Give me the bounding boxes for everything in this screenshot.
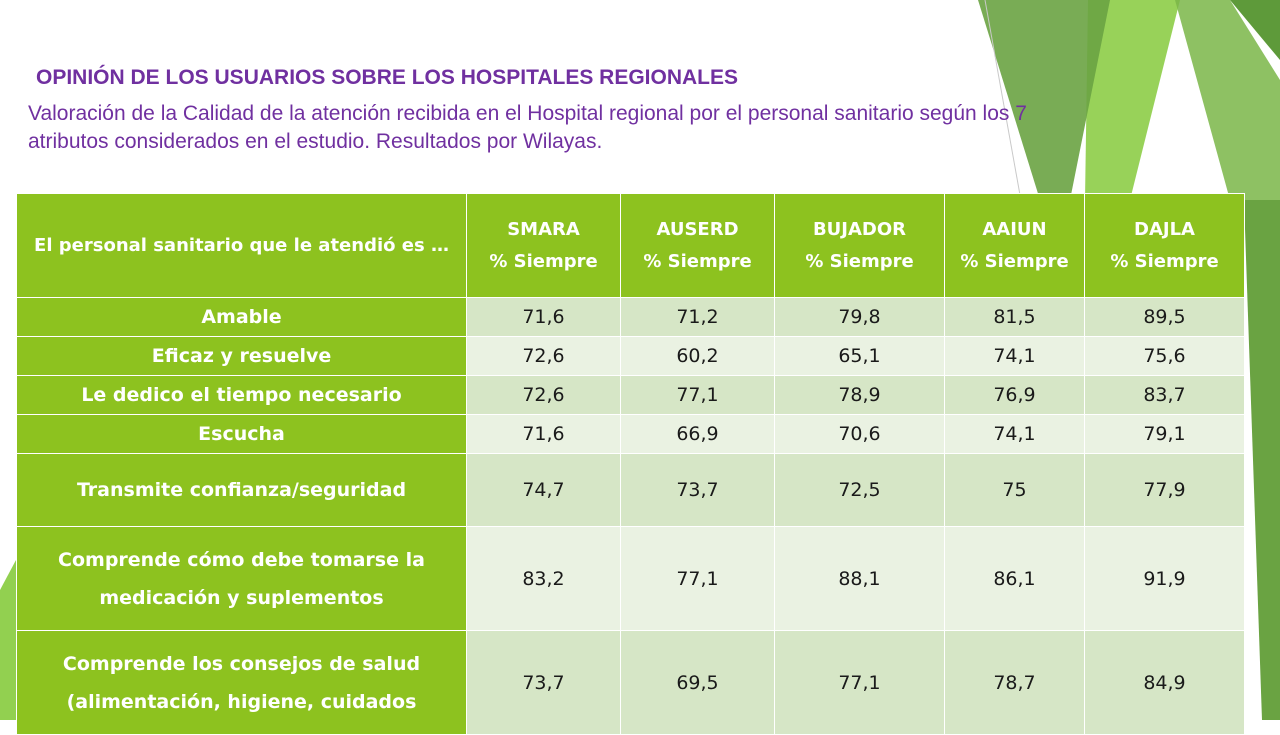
green-left-edge — [0, 560, 16, 720]
page-subtitle: Valoración de la Calidad de la atención … — [28, 102, 1027, 153]
table-cell: 70,6 — [774, 414, 945, 454]
table-cell: 74,7 — [466, 453, 621, 527]
thin-line — [984, 0, 1021, 196]
table-cell: 88,1 — [774, 526, 945, 631]
table-cell: 73,7 — [466, 630, 621, 735]
table-row: Escucha 71,6 66,9 70,6 74,1 79,1 — [16, 414, 1245, 454]
table-cell: 66,9 — [620, 414, 775, 454]
green-right-edge — [1244, 200, 1280, 720]
table-cell: 78,7 — [944, 630, 1085, 735]
table-cell: 77,1 — [620, 526, 775, 631]
green-stripe-dark — [978, 0, 1110, 200]
header-cell-attribute: El personal sanitario que le atendió es … — [16, 193, 467, 298]
table-row: Le dedico el tiempo necesario 72,6 77,1 … — [16, 375, 1245, 415]
header-cell-aaiun: AAIUN% Siempre — [944, 193, 1085, 298]
table-cell: 71,6 — [466, 414, 621, 454]
table-row: Eficaz y resuelve 72,6 60,2 65,1 74,1 75… — [16, 336, 1245, 376]
table-cell: 75,6 — [1084, 336, 1245, 376]
header-cell-dajla: DAJLA% Siempre — [1084, 193, 1245, 298]
row-label: Transmite confianza/seguridad — [16, 453, 467, 527]
table-cell: 72,6 — [466, 375, 621, 415]
row-label: Le dedico el tiempo necesario — [16, 375, 467, 415]
header-cell-auserd: AUSERD% Siempre — [620, 193, 775, 298]
table-cell: 77,1 — [774, 630, 945, 735]
table-cell: 91,9 — [1084, 526, 1245, 631]
table-header-row: El personal sanitario que le atendió es … — [16, 193, 1245, 298]
green-corner — [1230, 0, 1280, 60]
table-cell: 72,5 — [774, 453, 945, 527]
row-label: Escucha — [16, 414, 467, 454]
table-cell: 77,1 — [620, 375, 775, 415]
table-cell: 84,9 — [1084, 630, 1245, 735]
table-cell: 78,9 — [774, 375, 945, 415]
table-cell: 83,2 — [466, 526, 621, 631]
results-table: El personal sanitario que le atendió es … — [16, 193, 1245, 735]
row-label: Amable — [16, 297, 467, 337]
table-cell: 79,1 — [1084, 414, 1245, 454]
table-cell: 69,5 — [620, 630, 775, 735]
table-cell: 71,2 — [620, 297, 775, 337]
table-row: Comprende los consejos de salud (aliment… — [16, 630, 1245, 735]
decorative-green-shapes — [0, 0, 1280, 720]
table-cell: 76,9 — [944, 375, 1085, 415]
table-cell: 81,5 — [944, 297, 1085, 337]
row-label: Eficaz y resuelve — [16, 336, 467, 376]
table-cell: 74,1 — [944, 336, 1085, 376]
table-cell: 71,6 — [466, 297, 621, 337]
table-cell: 75 — [944, 453, 1085, 527]
table-cell: 89,5 — [1084, 297, 1245, 337]
table-row: Amable 71,6 71,2 79,8 81,5 89,5 — [16, 297, 1245, 337]
green-stripe-mid — [1175, 0, 1280, 200]
table-row: Comprende cómo debe tomarse la medicació… — [16, 526, 1245, 631]
row-label: Comprende cómo debe tomarse la medicació… — [16, 526, 467, 631]
table-cell: 77,9 — [1084, 453, 1245, 527]
green-stripe-light — [1085, 0, 1180, 200]
table-cell: 60,2 — [620, 336, 775, 376]
table-cell: 72,6 — [466, 336, 621, 376]
table-cell: 74,1 — [944, 414, 1085, 454]
row-label: Comprende los consejos de salud (aliment… — [16, 630, 467, 735]
table-cell: 86,1 — [944, 526, 1085, 631]
table-row: Transmite confianza/seguridad 74,7 73,7 … — [16, 453, 1245, 527]
header-cell-smara: SMARA% Siempre — [466, 193, 621, 298]
table-cell: 65,1 — [774, 336, 945, 376]
table-cell: 79,8 — [774, 297, 945, 337]
table-cell: 73,7 — [620, 453, 775, 527]
page-title: OPINIÓN DE LOS USUARIOS SOBRE LOS HOSPIT… — [36, 66, 739, 89]
table-cell: 83,7 — [1084, 375, 1245, 415]
header-cell-bujador: BUJADOR% Siempre — [774, 193, 945, 298]
